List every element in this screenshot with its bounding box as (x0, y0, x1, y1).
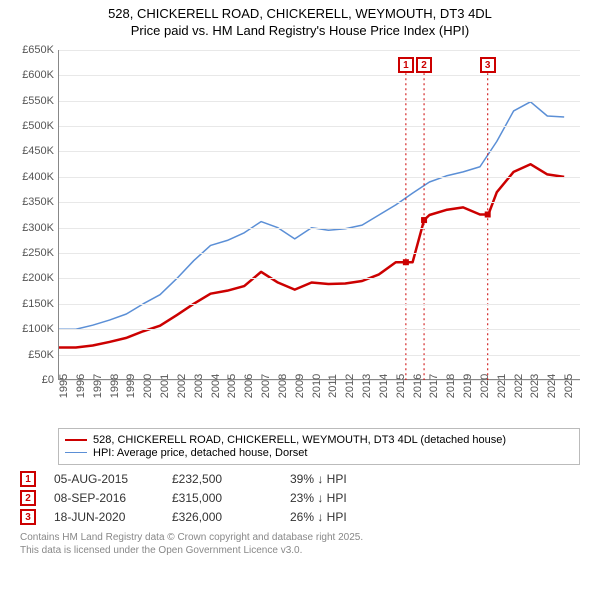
y-axis-label: £500K (22, 120, 54, 132)
x-axis-label: 2015 (395, 374, 407, 398)
x-axis-label: 1996 (75, 374, 87, 398)
x-axis-label: 2008 (277, 374, 289, 398)
x-axis-label: 2004 (210, 374, 222, 398)
legend: 528, CHICKERELL ROAD, CHICKERELL, WEYMOU… (58, 428, 580, 465)
callout-marker: 1 (398, 57, 414, 73)
x-axis-label: 2022 (513, 374, 525, 398)
chart-area: 12 3 £0 £50K £100K £150K £200K £250K £300K £350K… (10, 42, 590, 422)
sale-diff: 26% ↓ HPI (290, 510, 347, 524)
y-axis-label: £100K (22, 323, 54, 335)
y-axis-label: £650K (22, 44, 54, 56)
x-axis-label: 2011 (327, 374, 339, 398)
chart-title: 528, CHICKERELL ROAD, CHICKERELL, WEYMOU… (10, 6, 590, 23)
sale-price: £232,500 (172, 472, 272, 486)
x-axis-label: 2000 (142, 374, 154, 398)
x-axis-label: 1995 (58, 374, 70, 398)
legend-swatch (65, 439, 87, 441)
x-axis-label: 1999 (125, 374, 137, 398)
x-axis-label: 2001 (159, 374, 171, 398)
legend-label: HPI: Average price, detached house, Dors… (93, 447, 307, 459)
y-axis-label: £200K (22, 272, 54, 284)
sale-marker: 2 (20, 490, 36, 506)
sale-date: 18-JUN-2020 (54, 510, 154, 524)
legend-swatch (65, 452, 87, 453)
sales-table: 1 05-AUG-2015 £232,500 39% ↓ HPI 2 08-SEP-201… (20, 471, 580, 525)
sale-date: 08-SEP-2016 (54, 491, 154, 505)
legend-item: HPI: Average price, detached house, Dors… (65, 447, 573, 459)
legend-label: 528, CHICKERELL ROAD, CHICKERELL, WEYMOU… (93, 434, 506, 446)
x-axis-label: 2007 (260, 374, 272, 398)
y-axis-label: £350K (22, 196, 54, 208)
plot: 12 3 (58, 50, 580, 380)
y-axis-label: £450K (22, 145, 54, 157)
x-axis-label: 2023 (529, 374, 541, 398)
sale-price: £315,000 (172, 491, 272, 505)
x-axis-label: 2016 (412, 374, 424, 398)
series-price_paid (59, 164, 564, 347)
x-axis-label: 2013 (361, 374, 373, 398)
sale-date: 05-AUG-2015 (54, 472, 154, 486)
x-axis-label: 2021 (496, 374, 508, 398)
y-axis-label: £300K (22, 222, 54, 234)
sale-row: 2 08-SEP-2016 £315,000 23% ↓ HPI (20, 490, 580, 506)
x-axis-label: 1998 (109, 374, 121, 398)
footer-line1: Contains HM Land Registry data © Crown c… (20, 531, 580, 544)
lines-svg (59, 50, 581, 380)
y-axis-label: £550K (22, 95, 54, 107)
sale-row: 3 18-JUN-2020 £326,000 26% ↓ HPI (20, 509, 580, 525)
sale-diff: 39% ↓ HPI (290, 472, 347, 486)
footer: Contains HM Land Registry data © Crown c… (20, 531, 580, 557)
sale-marker: 3 (20, 509, 36, 525)
x-axis-label: 2024 (546, 374, 558, 398)
x-axis-label: 2019 (462, 374, 474, 398)
x-axis-label: 2003 (193, 374, 205, 398)
x-axis-label: 2025 (563, 374, 575, 398)
x-axis-label: 2006 (243, 374, 255, 398)
x-axis-label: 1997 (92, 374, 104, 398)
x-axis-label: 2005 (226, 374, 238, 398)
x-axis-label: 2010 (311, 374, 323, 398)
x-axis-label: 2018 (445, 374, 457, 398)
x-axis-label: 2014 (378, 374, 390, 398)
sale-row: 1 05-AUG-2015 £232,500 39% ↓ HPI (20, 471, 580, 487)
callout-marker: 3 (480, 57, 496, 73)
x-axis-label: 2012 (344, 374, 356, 398)
sale-diff: 23% ↓ HPI (290, 491, 347, 505)
sale-price: £326,000 (172, 510, 272, 524)
sale-marker: 1 (20, 471, 36, 487)
y-axis-label: £150K (22, 298, 54, 310)
callout-marker: 2 (416, 57, 432, 73)
footer-line2: This data is licensed under the Open Gov… (20, 544, 580, 557)
y-axis-label: £400K (22, 171, 54, 183)
y-axis-label: £0 (42, 374, 54, 386)
legend-item: 528, CHICKERELL ROAD, CHICKERELL, WEYMOU… (65, 434, 573, 446)
chart-subtitle: Price paid vs. HM Land Registry's House … (10, 23, 590, 38)
y-axis-label: £250K (22, 247, 54, 259)
x-axis-label: 2009 (294, 374, 306, 398)
x-axis-label: 2020 (479, 374, 491, 398)
x-axis-label: 2002 (176, 374, 188, 398)
y-axis-label: £600K (22, 69, 54, 81)
x-axis-label: 2017 (428, 374, 440, 398)
y-axis-label: £50K (28, 349, 54, 361)
